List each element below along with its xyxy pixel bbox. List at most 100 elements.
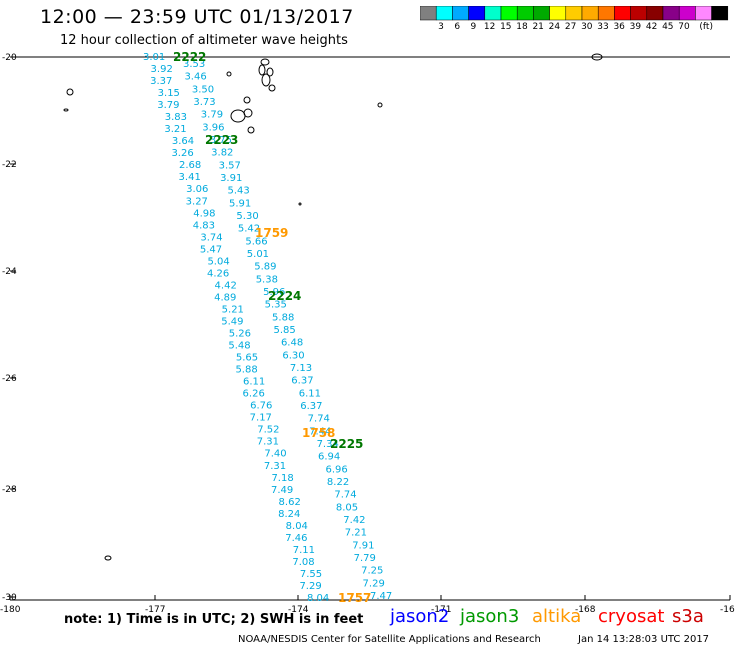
wave-height-value: 3.74 (200, 232, 222, 243)
wave-height-value: 5.26 (229, 329, 251, 340)
lon-tick-label: -168 (575, 605, 596, 615)
island-shape (243, 96, 251, 104)
island-shape (230, 109, 246, 123)
lon-tick-label: -180 (0, 605, 21, 615)
color-scale-label: 33 (597, 22, 609, 32)
wave-height-value: 5.88 (235, 365, 257, 376)
wave-height-value: 4.98 (193, 208, 215, 219)
wave-height-value: 3.06 (186, 184, 208, 195)
island-shape (261, 73, 271, 87)
wave-height-value: 8.24 (278, 509, 300, 520)
wave-height-value: 6.37 (291, 376, 313, 387)
wave-height-value: 3.75 (210, 135, 232, 146)
lon-tick-label: -171 (431, 605, 451, 615)
wave-height-value: 7.44 (309, 426, 331, 437)
wave-height-value: 3.46 (184, 72, 206, 83)
generated-timestamp: Jan 14 13:28:03 UTC 2017 (578, 634, 710, 645)
orbit-number-label: 1757 (338, 591, 371, 605)
wave-height-value: 5.48 (228, 341, 250, 352)
wave-height-value: 7.21 (345, 528, 367, 539)
wave-height-value: 7.47 (370, 591, 392, 602)
wave-height-value: 5.88 (272, 312, 294, 323)
footer-note: note: 1) Time is in UTC; 2) SWH is in fe… (64, 612, 364, 627)
orbit-number-label: 2223 (205, 133, 238, 147)
wave-height-value: 4.42 (215, 280, 237, 291)
color-scale-label: 18 (516, 22, 528, 32)
orbit-number-label: 1758 (302, 426, 335, 440)
orbit-number-label: 2225 (330, 437, 363, 451)
wave-height-value: 7.11 (293, 545, 315, 556)
wave-height-value: 3.91 (220, 173, 242, 184)
lon-tick-label: -16 (720, 605, 735, 615)
island-shape (63, 108, 69, 112)
wave-height-value: 8.05 (336, 502, 358, 513)
color-scale-label: 9 (470, 22, 477, 32)
wave-height-value: 3.92 (151, 64, 173, 75)
wave-height-value: 6.11 (243, 377, 265, 388)
satellite-jason3-label: jason3 (460, 606, 520, 627)
color-scale-label: 21 (532, 22, 544, 32)
island-shape (591, 53, 603, 61)
wave-height-value: 7.91 (352, 540, 374, 551)
island-shape (258, 64, 266, 76)
wave-height-value: 7.79 (354, 553, 376, 564)
island-shape (377, 102, 383, 108)
wave-height-value: 5.43 (228, 186, 250, 197)
island-shape (243, 108, 253, 118)
wave-height-value: 6.96 (325, 464, 347, 475)
wave-height-value: 5.42 (238, 224, 260, 235)
wave-height-value: 7.08 (292, 557, 314, 568)
wave-height-value: 5.38 (256, 274, 278, 285)
wave-height-value: 5.21 (222, 304, 244, 315)
page-title: 12:00 — 23:59 UTC 01/13/2017 (40, 6, 354, 28)
color-scale-label: 3 (438, 22, 444, 32)
wave-height-value: 3.96 (202, 122, 224, 133)
altimeter-track-b: 3.53 3.463.50 3.73 3.793.96 3.75 3.823.57 3.91… (183, 59, 392, 602)
island-shape (266, 67, 274, 77)
orbit-number-label: 2224 (268, 289, 301, 303)
wave-height-value: 3.79 (201, 110, 223, 121)
wave-height-value: 6.48 (281, 338, 303, 349)
wave-height-value: 8.22 (327, 477, 349, 488)
island-shape (260, 58, 270, 66)
lat-tick-label: -26 (2, 374, 17, 384)
map-axis-ticks: -20 -22 -24 -26 -28 -30 -180 -177 -174 -171 -168 -1… (0, 53, 735, 615)
wave-height-value: 5.49 (221, 316, 243, 327)
wave-height-value: 3.21 (164, 124, 186, 135)
wave-height-value: 3.37 (150, 76, 172, 87)
color-scale-bar (420, 6, 729, 21)
wave-height-value: 5.65 (236, 353, 258, 364)
wave-height-value: 3.73 (193, 97, 215, 108)
lon-tick-label: -177 (145, 605, 165, 615)
color-swatch (711, 6, 729, 21)
wave-height-value: 8.04 (286, 521, 308, 532)
satellite-altika-label: altika (532, 606, 582, 627)
wave-height-value: 3.01 (143, 52, 165, 63)
color-scale-label: 27 (564, 22, 577, 32)
lat-tick-label: -30 (2, 593, 17, 603)
wave-height-value: 7.52 (257, 425, 279, 436)
wave-height-value: 5.01 (247, 249, 269, 260)
wave-height-value: 8.62 (279, 497, 301, 508)
wave-height-value: 6.76 (250, 401, 272, 412)
satellite-cryosat-label: cryosat (598, 606, 665, 627)
wave-height-value: 8.04 (307, 593, 329, 604)
color-scale-label: 70 (678, 22, 690, 32)
wave-height-value: 5.47 (200, 244, 222, 255)
island-shape (104, 555, 112, 561)
island-shape (268, 84, 276, 92)
satellite-s3a-label: s3a (672, 606, 704, 627)
color-scale-labels: 3 6 9 12 15 18 21 24 27 30 33 36 39 42 45 70 (ft) (420, 22, 740, 36)
wave-height-value: 5.89 (254, 262, 276, 273)
wave-height-value: 7.55 (300, 569, 322, 580)
wave-height-value: 3.27 (186, 196, 208, 207)
wave-height-value: 4.26 (207, 268, 229, 279)
map-frame (10, 56, 730, 601)
lat-tick-label: -24 (2, 267, 17, 277)
island-shape (226, 71, 232, 77)
color-scale-label: 42 (645, 22, 658, 32)
wave-height-value: 5.96 (263, 287, 285, 298)
color-scale-label: 24 (548, 22, 561, 32)
wave-height-value: 4.89 (214, 292, 236, 303)
